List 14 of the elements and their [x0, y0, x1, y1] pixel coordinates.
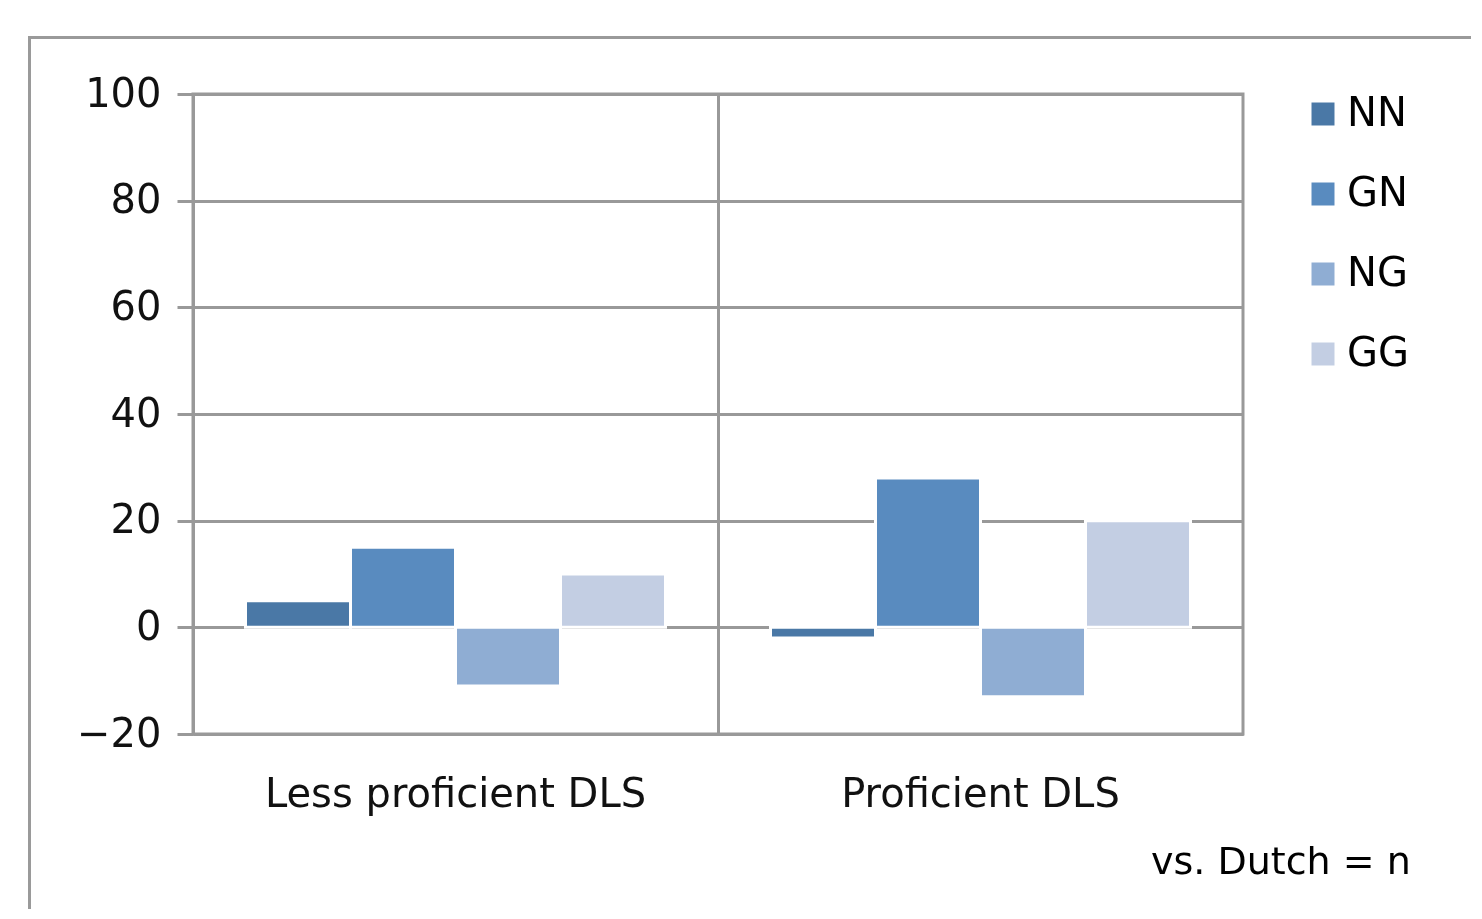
y-tick-label: 100	[85, 69, 162, 116]
legend-label: GG	[1347, 329, 1409, 375]
y-tick-label: −20	[77, 709, 162, 756]
legend-label: GN	[1347, 169, 1408, 215]
x-tick-label: Proficient DLS	[841, 769, 1120, 816]
y-tick-label: 80	[110, 176, 162, 223]
y-tick-label: 0	[136, 602, 162, 649]
legend-label: NG	[1347, 249, 1408, 295]
x-tick-label: Less proficient DLS	[264, 769, 647, 816]
y-tick-label: 40	[110, 389, 162, 436]
y-tick-label: 20	[110, 496, 162, 543]
legend-label: NN	[1347, 89, 1407, 135]
text: vs. Dutch = n	[1151, 839, 1411, 883]
y-tick-label: 60	[110, 282, 162, 329]
